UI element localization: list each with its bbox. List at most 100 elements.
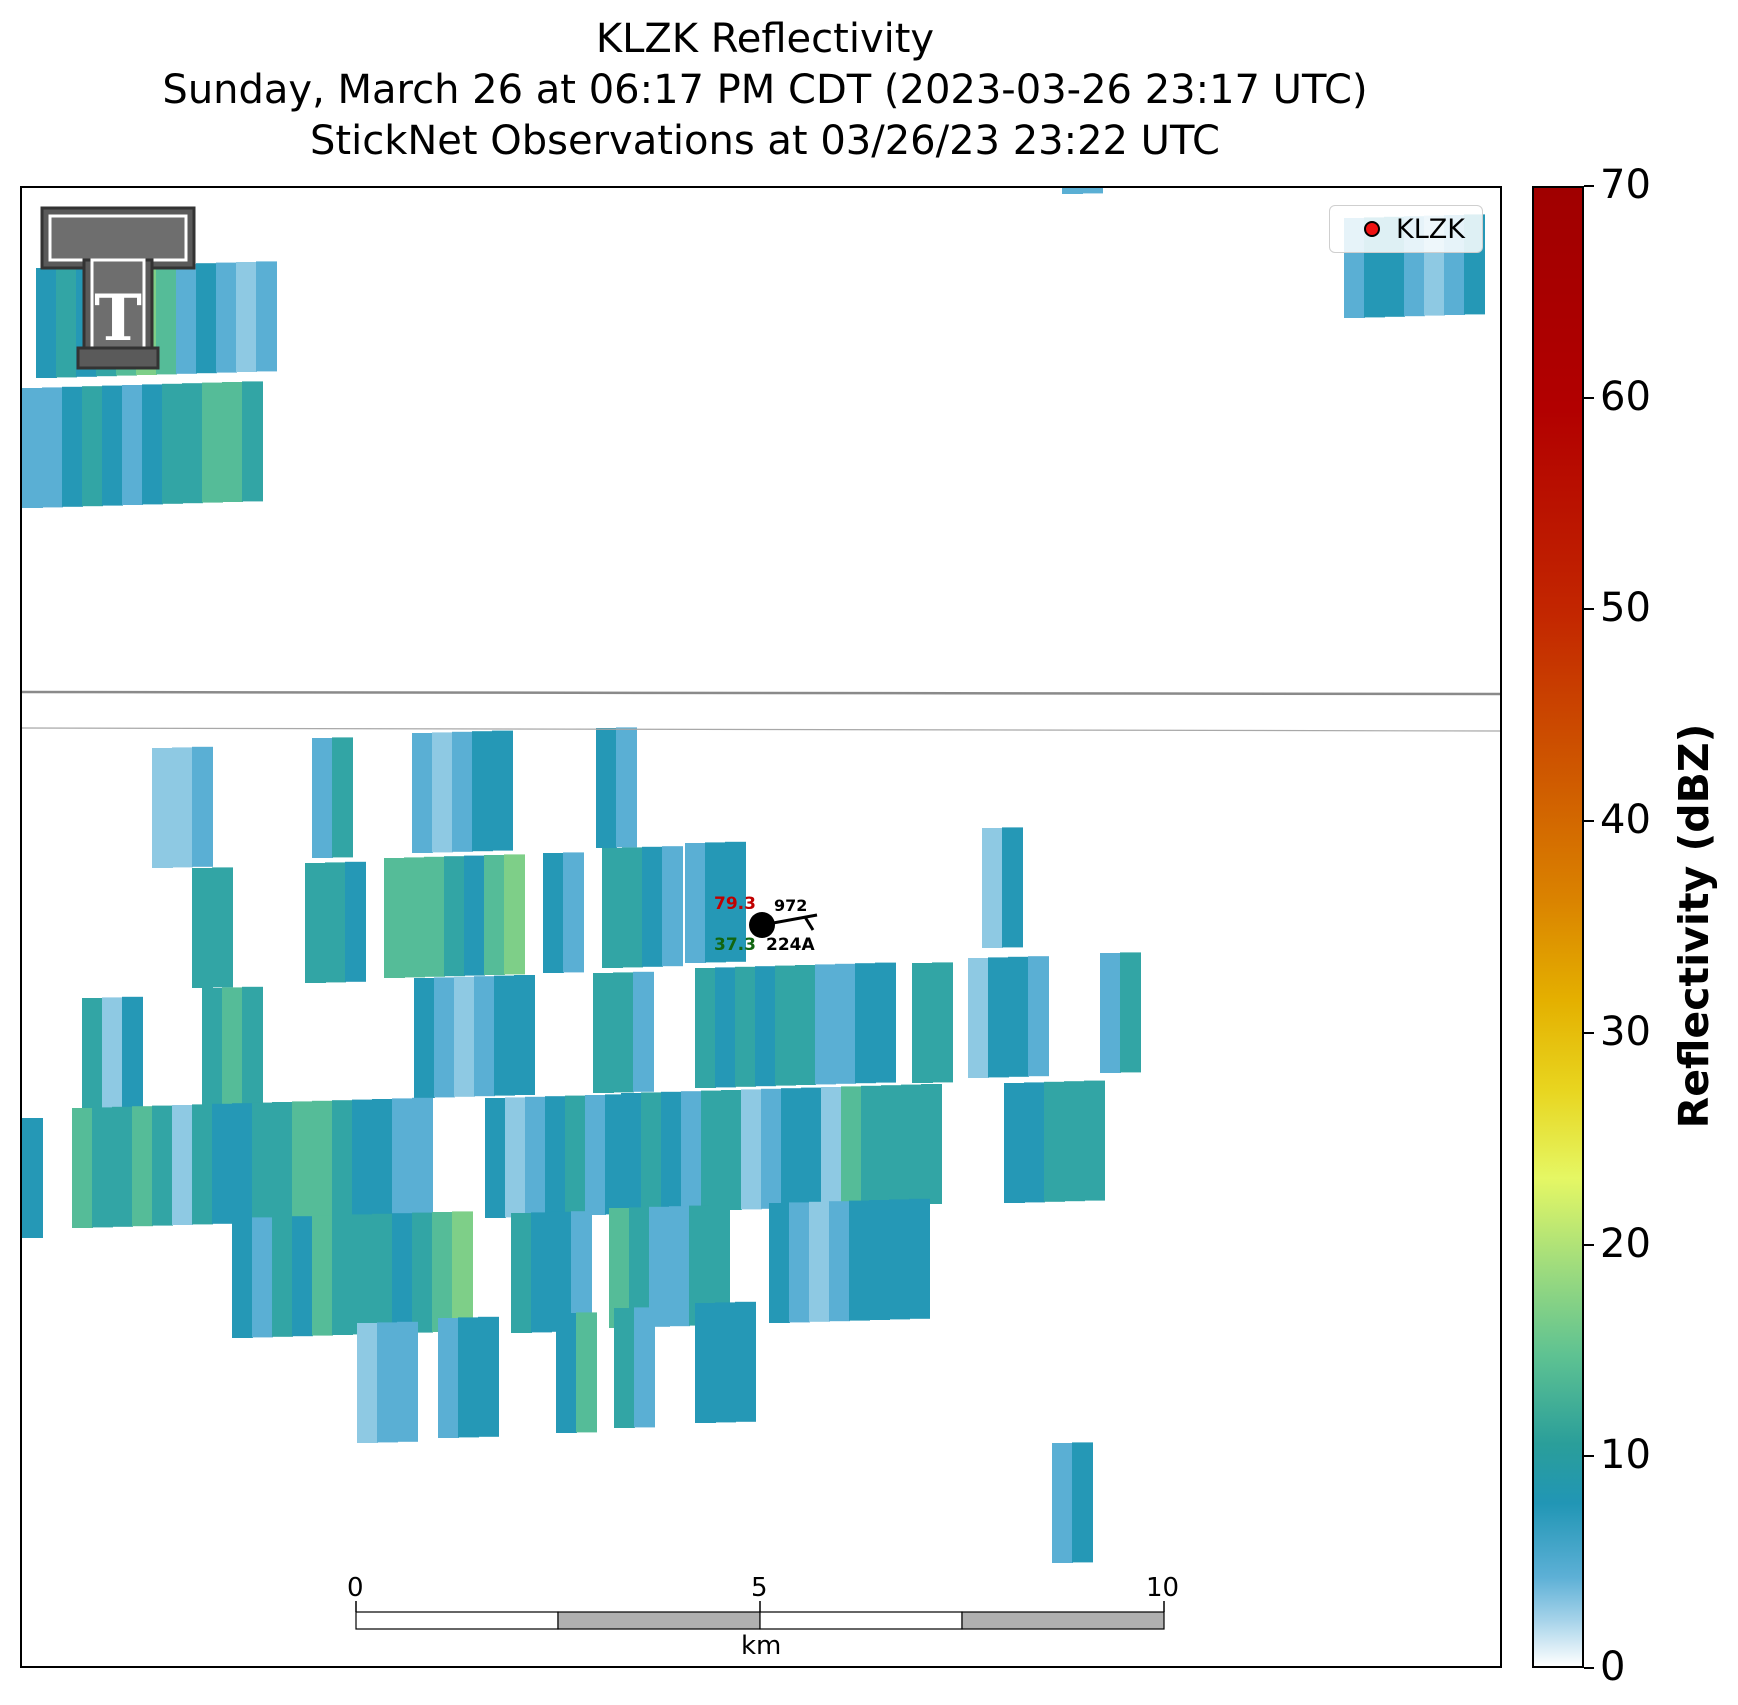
reflectivity-bin	[82, 998, 103, 1118]
scale-label-10: 10	[1146, 1573, 1180, 1603]
reflectivity-bin	[345, 861, 366, 982]
reflectivity-bin	[332, 1100, 353, 1221]
radar-map[interactable]: T KLZK 79.3 972 37.3 224A 0 5 10 km	[20, 186, 1502, 1668]
reflectivity-bin	[801, 1087, 822, 1208]
reflectivity-bin	[292, 1216, 313, 1337]
reflectivity-bin	[312, 1215, 333, 1336]
wind-barb-flag	[803, 916, 815, 931]
reflectivity-bin	[725, 841, 746, 962]
reflectivity-bin	[176, 263, 197, 374]
reflectivity-bin	[485, 1098, 506, 1218]
reflectivity-bin	[622, 847, 643, 968]
reflectivity-bin	[192, 868, 213, 988]
reflectivity-bin	[82, 386, 103, 507]
reflectivity-bin	[216, 262, 237, 373]
colorbar-tick	[1584, 185, 1594, 187]
reflectivity-bin	[621, 1093, 642, 1213]
reflectivity-bin	[392, 1098, 413, 1219]
reflectivity-bin	[272, 1216, 293, 1337]
reflectivity-bin	[841, 1086, 862, 1207]
reflectivity-bin	[202, 988, 223, 1108]
reflectivity-bin	[162, 383, 183, 504]
reflectivity-bin	[681, 1091, 702, 1212]
reflectivity-bin	[571, 1211, 592, 1332]
colorbar-tick	[1584, 1031, 1594, 1034]
reflectivity-bin	[182, 383, 203, 504]
colorbar-tick-label: 30	[1600, 1008, 1651, 1055]
reflectivity-bin	[222, 382, 243, 502]
reflectivity-bin	[1052, 1443, 1073, 1563]
legend-label: KLZK	[1396, 213, 1465, 245]
reflectivity-bin	[312, 738, 333, 858]
reflectivity-bin	[332, 737, 353, 858]
reflectivity-bin	[968, 958, 989, 1078]
station-temperature: 79.3	[714, 894, 756, 914]
reflectivity-bin	[232, 1218, 253, 1338]
reflectivity-bin	[932, 962, 953, 1083]
reflectivity-bin	[593, 973, 614, 1093]
reflectivity-bin	[196, 263, 217, 374]
reflectivity-bin	[357, 1323, 378, 1443]
reflectivity-bin	[384, 858, 405, 978]
station-id: 224A	[766, 935, 815, 955]
reflectivity-bin	[412, 1212, 433, 1333]
reflectivity-bin	[305, 863, 326, 983]
colorbar-tick	[1584, 820, 1594, 823]
reflectivity-bin	[62, 386, 83, 507]
reflectivity-bin	[901, 1084, 922, 1205]
reflectivity-bin	[312, 1100, 333, 1221]
reflectivity-bin	[478, 1316, 499, 1437]
reflectivity-bin	[514, 975, 535, 1095]
colorbar-tick	[1584, 1667, 1594, 1669]
reflectivity-bin	[1100, 953, 1121, 1073]
colorbar-tick-label: 10	[1600, 1432, 1651, 1479]
reflectivity-bin	[377, 1322, 398, 1443]
reflectivity-bin	[689, 1205, 710, 1326]
reflectivity-bin	[432, 1212, 453, 1332]
reflectivity-bin	[889, 1199, 910, 1320]
reflectivity-bin	[222, 987, 243, 1108]
reflectivity-bin	[921, 1084, 942, 1204]
reflectivity-bin	[1004, 1083, 1025, 1203]
reflectivity-bin	[156, 264, 177, 375]
reflectivity-bin	[1002, 827, 1023, 948]
reflectivity-bin	[715, 967, 736, 1088]
reflectivity-bin	[464, 855, 485, 976]
reflectivity-bin	[1082, 188, 1103, 194]
reflectivity-bin	[256, 261, 277, 372]
reflectivity-bin	[102, 997, 123, 1118]
reflectivity-bin	[709, 1205, 730, 1325]
reflectivity-bin	[609, 1208, 630, 1328]
reflectivity-bin	[474, 976, 495, 1097]
reflectivity-bin	[192, 746, 213, 867]
reflectivity-bin	[563, 852, 584, 973]
reflectivity-bin	[875, 962, 896, 1083]
reflectivity-bin	[1044, 1081, 1065, 1202]
reflectivity-bin	[551, 1211, 572, 1332]
reflectivity-bin	[829, 1201, 850, 1322]
reflectivity-bin	[202, 382, 223, 503]
reflectivity-bin	[761, 1088, 782, 1209]
colorbar-tick	[1584, 1455, 1594, 1458]
reflectivity-bin	[434, 977, 455, 1098]
reflectivity-bin	[881, 1085, 902, 1206]
reflectivity-bin	[242, 986, 263, 1107]
reflectivity-bin	[1024, 1082, 1045, 1203]
station-plot[interactable]	[749, 912, 818, 938]
reflectivity-bin	[775, 965, 796, 1086]
reflectivity-bin	[236, 262, 257, 372]
reflectivity-bin	[755, 966, 776, 1087]
reflectivity-bin	[769, 1203, 790, 1323]
reflectivity-bin	[835, 963, 856, 1084]
reflectivity-bin	[404, 857, 425, 978]
reflectivity-bin	[511, 1213, 532, 1333]
reflectivity-bin	[741, 1089, 762, 1210]
reflectivity-bin	[472, 731, 493, 852]
reflectivity-bin	[432, 732, 453, 853]
colorbar-tick	[1584, 608, 1594, 611]
reflectivity-bin	[616, 727, 637, 848]
reflectivity-bin	[372, 1213, 393, 1334]
county-boundary-line	[22, 690, 1500, 696]
station-dewpoint: 37.3	[714, 935, 756, 955]
colorbar-title: Reflectivity (dBZ)	[1670, 723, 1718, 1129]
